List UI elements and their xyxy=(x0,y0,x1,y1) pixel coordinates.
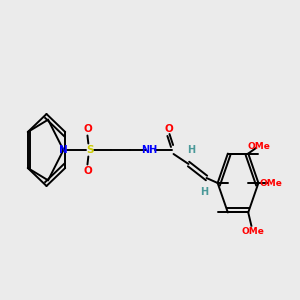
Text: H: H xyxy=(200,187,208,197)
Text: OMe: OMe xyxy=(260,178,283,188)
Text: O: O xyxy=(164,124,173,134)
Text: S: S xyxy=(86,145,94,155)
Text: O: O xyxy=(83,124,92,134)
Text: H: H xyxy=(187,145,195,155)
Text: OMe: OMe xyxy=(241,227,264,236)
Text: OMe: OMe xyxy=(247,142,270,151)
Text: NH: NH xyxy=(141,145,158,155)
Text: N: N xyxy=(59,145,68,155)
Text: O: O xyxy=(83,166,92,176)
